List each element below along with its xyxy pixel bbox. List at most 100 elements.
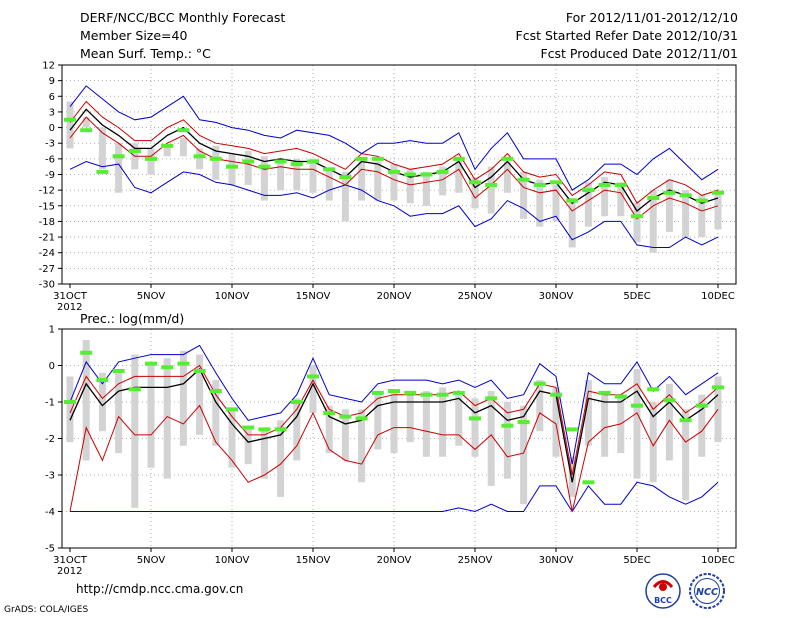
bcc-logo: BCC bbox=[645, 573, 681, 609]
observed-marker bbox=[598, 182, 611, 187]
ensemble-box bbox=[325, 169, 333, 201]
series-max-line bbox=[69, 344, 719, 465]
observed-marker bbox=[112, 368, 125, 373]
observed-marker bbox=[388, 389, 400, 394]
ensemble-box bbox=[244, 427, 252, 465]
observed-marker bbox=[485, 396, 498, 401]
observed-marker bbox=[128, 387, 141, 392]
ensemble-box bbox=[503, 402, 511, 479]
x-tick-label: 5NOV bbox=[137, 555, 166, 566]
observed-marker bbox=[663, 190, 676, 195]
observed-marker bbox=[533, 381, 546, 386]
observed-marker bbox=[226, 164, 238, 169]
observed-marker bbox=[614, 394, 627, 399]
series-max-line bbox=[69, 85, 719, 191]
observed-marker bbox=[371, 156, 384, 161]
observed-marker bbox=[274, 427, 287, 432]
ensemble-box bbox=[487, 391, 495, 486]
x-tick-year-label: 2012 bbox=[57, 302, 82, 313]
x-tick-label: 25NOV bbox=[458, 555, 493, 566]
member-size-label: Member Size=40 bbox=[80, 28, 188, 43]
observed-marker bbox=[290, 162, 303, 167]
ensemble-box bbox=[179, 350, 187, 446]
observed-marker bbox=[712, 190, 724, 195]
y-tick-label: -1 bbox=[45, 398, 55, 409]
ensemble-box bbox=[601, 177, 609, 217]
ensemble-box bbox=[568, 456, 576, 497]
series-min-line bbox=[70, 481, 719, 513]
ensemble-box bbox=[66, 376, 74, 443]
ensemble-box bbox=[277, 161, 285, 191]
x-tick-label: 10NOV bbox=[215, 555, 250, 566]
ensemble-box bbox=[293, 158, 301, 191]
ensemble-box bbox=[487, 166, 495, 214]
observed-marker bbox=[663, 398, 676, 403]
ensemble-box bbox=[115, 372, 123, 454]
y-tick-label: 3 bbox=[49, 107, 55, 118]
ensemble-box bbox=[244, 151, 252, 185]
observed-marker bbox=[258, 164, 271, 169]
observed-marker bbox=[226, 407, 238, 412]
x-tick-label: 5DEC bbox=[623, 291, 650, 302]
ensemble-box bbox=[341, 171, 349, 222]
ensemble-box bbox=[649, 190, 657, 253]
ensemble-box bbox=[633, 203, 641, 243]
observed-marker bbox=[177, 361, 190, 366]
y-tick-label: -21 bbox=[39, 233, 55, 244]
ensemble-box bbox=[358, 161, 366, 201]
observed-marker bbox=[80, 128, 93, 133]
figure-title: DERF/NCC/BCC Monthly Forecast bbox=[80, 10, 286, 25]
ensemble-box bbox=[390, 391, 398, 454]
observed-marker bbox=[355, 156, 368, 161]
observed-marker bbox=[193, 368, 206, 373]
ensemble-box bbox=[374, 161, 382, 201]
observed-marker bbox=[517, 420, 530, 425]
observed-marker bbox=[533, 182, 546, 187]
observed-marker bbox=[582, 480, 595, 485]
ensemble-box bbox=[196, 148, 204, 170]
ensemble-box bbox=[536, 380, 544, 432]
ensemble-box bbox=[520, 405, 528, 505]
x-tick-label: 31OCT bbox=[53, 555, 88, 566]
source-url: http://cmdp.ncc.cma.gov.cn bbox=[76, 582, 244, 596]
ensemble-box bbox=[649, 402, 657, 483]
series-upper-line bbox=[69, 100, 719, 204]
observed-marker bbox=[96, 169, 109, 174]
ensemble-box bbox=[228, 153, 236, 185]
ensemble-box bbox=[309, 365, 317, 413]
ensemble-box bbox=[422, 171, 430, 206]
ensemble-box bbox=[82, 117, 90, 128]
observed-marker bbox=[161, 365, 174, 370]
observed-marker bbox=[339, 414, 352, 419]
observed-marker bbox=[566, 427, 579, 432]
ncc-logo-text: NCC bbox=[696, 587, 718, 598]
observed-marker bbox=[469, 180, 481, 185]
ensemble-box bbox=[601, 391, 609, 457]
observed-marker bbox=[112, 154, 125, 159]
y-tick-label: -2 bbox=[45, 434, 55, 445]
ncc-logo: NCC bbox=[689, 573, 725, 609]
ensemble-box bbox=[455, 391, 463, 446]
observed-marker bbox=[161, 143, 174, 148]
ensemble-box bbox=[552, 184, 560, 222]
forecast-period-label: For 2012/11/01-2012/12/10 bbox=[565, 10, 738, 25]
y-tick-label: -27 bbox=[39, 264, 55, 275]
ensemble-box bbox=[406, 391, 414, 443]
y-tick-label: 1 bbox=[49, 325, 55, 336]
observed-marker bbox=[96, 378, 109, 383]
observed-marker bbox=[388, 169, 400, 174]
observed-marker bbox=[404, 172, 417, 177]
ensemble-box bbox=[584, 380, 592, 446]
observed-marker bbox=[550, 392, 562, 397]
ensemble-box bbox=[617, 182, 625, 217]
ensemble-box bbox=[698, 195, 706, 238]
observed-marker bbox=[307, 374, 319, 379]
ensemble-box bbox=[293, 398, 301, 461]
x-tick-label: 15NOV bbox=[296, 291, 331, 302]
observed-marker bbox=[242, 159, 255, 164]
observed-marker bbox=[614, 182, 627, 187]
observed-marker bbox=[517, 177, 530, 182]
observed-marker bbox=[339, 175, 352, 180]
